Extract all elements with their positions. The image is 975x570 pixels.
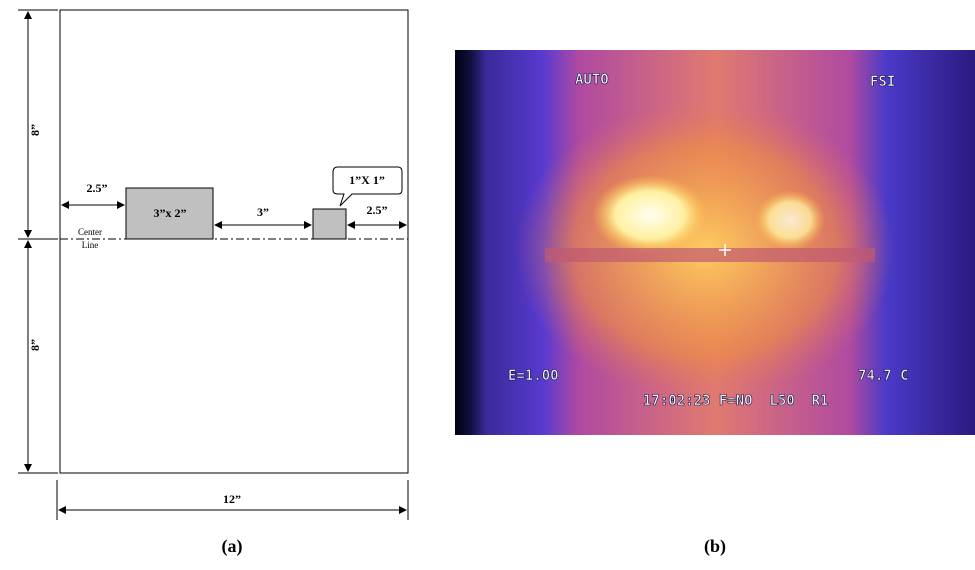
crosshair [719, 244, 731, 256]
callout [332, 166, 403, 207]
box-label: 3”x 2” [154, 206, 187, 220]
dimension-label: 12” [223, 492, 241, 506]
center-line-label: Center [78, 227, 102, 237]
caption: (a) [222, 536, 243, 557]
overlay-text: AUTO [575, 72, 609, 88]
box-label: 1”X 1” [349, 173, 385, 187]
dimension-label: 8” [28, 339, 42, 351]
large-box [125, 187, 214, 240]
small-box [312, 208, 347, 240]
plate [59, 9, 409, 474]
dimension-label: 2.5” [367, 203, 388, 217]
dimension-label: 8” [28, 124, 42, 136]
overlay-text: 17:02:23 F=NO L50 R1 [643, 393, 828, 409]
dimension-label: 2.5” [87, 181, 108, 195]
overlay-text: E=1.00 [508, 368, 559, 384]
panel-b: AUTO FSI E=1.00 74.7 C 17:02:23 F=NO L50… [455, 50, 975, 557]
panel-a-labels: 8” 8” 12” 2.5” 3”x 2” 3” 1”X 1” 2.5” Cen… [28, 124, 388, 557]
center-line-label: Line [82, 240, 99, 250]
overlay-text: FSI [870, 74, 895, 90]
overlay-text: 74.7 C [858, 368, 909, 384]
dimension-label: 3” [257, 205, 269, 219]
caption: (b) [704, 536, 726, 557]
hot-spot [755, 190, 825, 250]
panel-a [18, 9, 409, 520]
weld-line [545, 248, 875, 262]
hot-spot [592, 175, 708, 255]
